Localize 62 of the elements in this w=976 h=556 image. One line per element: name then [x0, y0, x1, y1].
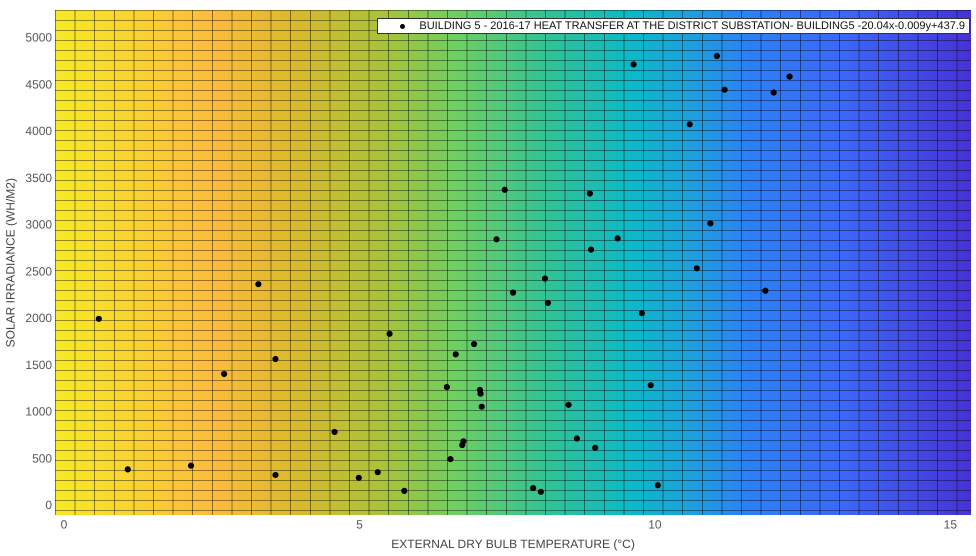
point — [762, 288, 768, 294]
point — [565, 402, 572, 408]
x-tick-label: 0 — [60, 518, 68, 532]
point — [470, 340, 478, 348]
y-tick-label: 1500 — [25, 358, 52, 372]
point — [592, 444, 598, 451]
point — [272, 472, 279, 478]
point — [638, 310, 645, 316]
x-tick-label: 15 — [944, 518, 958, 532]
x-tick-label: 5 — [356, 518, 364, 532]
point — [220, 370, 228, 378]
point — [586, 190, 593, 197]
y-tick-label: 2000 — [25, 311, 52, 326]
point — [272, 356, 279, 362]
y-axis-title: SOLAR IRRADIANCE (WH/M2) — [4, 178, 18, 348]
point — [447, 456, 454, 462]
point — [124, 466, 131, 472]
point — [721, 86, 728, 93]
point — [386, 330, 393, 337]
point — [614, 235, 621, 242]
point — [374, 469, 381, 476]
point — [770, 89, 777, 96]
x-axis-title: EXTERNAL DRY BULB TEMPERATURE (°C) — [391, 537, 635, 552]
point — [588, 246, 594, 253]
point — [654, 482, 661, 488]
y-tick-label: 2500 — [25, 264, 52, 278]
point — [331, 428, 338, 436]
y-tick-label: 5000 — [25, 30, 52, 45]
point — [96, 316, 102, 322]
point — [714, 52, 720, 60]
y-tick-label: 4000 — [25, 124, 52, 138]
y-tick-label: 0 — [45, 498, 52, 512]
point — [255, 281, 262, 288]
point — [786, 74, 793, 80]
y-tick-label: 3000 — [25, 218, 52, 232]
point — [707, 220, 714, 227]
point — [648, 382, 654, 388]
point — [542, 276, 548, 282]
point — [444, 384, 450, 390]
point — [544, 300, 552, 306]
point — [401, 488, 408, 494]
point — [694, 265, 700, 272]
y-tick-label: 500 — [32, 451, 52, 466]
point — [630, 61, 637, 68]
point — [510, 290, 516, 296]
point — [574, 435, 580, 442]
point — [477, 390, 484, 397]
point — [538, 488, 544, 495]
point — [502, 186, 508, 193]
point — [478, 404, 485, 410]
y-tick-label: 3500 — [25, 170, 52, 185]
point — [188, 462, 194, 469]
legend-label: BUILDING 5 - 2016-17 HEAT TRANSFER AT THE DISTRICT SUBSTATION- BUILDING5 -20.04x-0.009y+437.9 — [419, 20, 965, 32]
point — [460, 438, 467, 444]
point — [452, 351, 459, 358]
point — [686, 121, 693, 128]
point — [530, 484, 536, 492]
point — [493, 236, 500, 242]
y-tick-label: 1000 — [25, 404, 52, 419]
x-tick-label: 10 — [648, 518, 662, 532]
y-tick-label: 4500 — [25, 77, 52, 92]
point — [356, 474, 362, 481]
